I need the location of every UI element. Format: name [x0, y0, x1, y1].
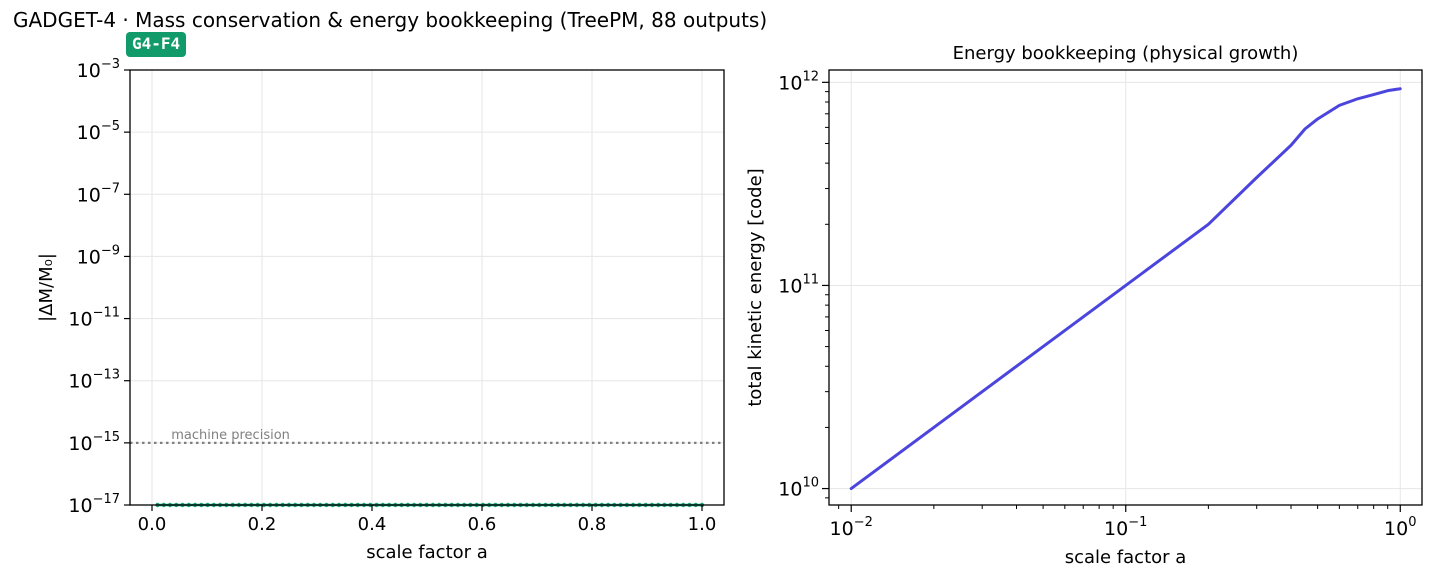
- energy-bookkeeping-panel: 10−2 10−1 100 1010 1011 1012 Energy bookkeepin…: [745, 43, 1423, 568]
- figure-badge: G4-F4: [126, 32, 187, 57]
- y-tick-label: 10−11: [68, 306, 120, 331]
- mass-conservation-panel: machine precision 0.0 0.2 0.4 0.6 0.8 1.0 10−17…: [36, 57, 725, 563]
- y-tick-label: 1011: [778, 272, 819, 297]
- y-axis-label: total kinetic energy [code]: [745, 168, 766, 406]
- y-tick-label: 10−9: [77, 243, 120, 268]
- y-tick-label: 10−3: [77, 57, 120, 82]
- x-tick-label: 10−1: [1104, 515, 1147, 540]
- y-tick-label: 10−5: [77, 119, 120, 144]
- kinetic-energy-line: [849, 87, 1402, 491]
- y-tick-label: 1010: [778, 476, 819, 501]
- x-tick-label: 0.0: [138, 514, 167, 535]
- y-tick-label: 10−17: [68, 492, 120, 517]
- x-tick-label: 1.0: [688, 514, 717, 535]
- x-axis-label: scale factor a: [1065, 547, 1187, 568]
- x-axis-label: scale factor a: [366, 542, 488, 563]
- machine-precision-label: machine precision: [171, 428, 290, 443]
- y-tick-label: 10−15: [68, 430, 120, 455]
- y-tick-label: 1012: [778, 69, 819, 94]
- x-tick-label: 0.6: [468, 514, 497, 535]
- x-tick-label: 100: [1384, 515, 1416, 540]
- x-tick-label: 0.4: [358, 514, 387, 535]
- x-tick-label: 0.8: [578, 514, 607, 535]
- y-tick-label: 10−7: [77, 181, 120, 206]
- y-axis-label: |ΔM/M₀|: [36, 253, 57, 322]
- x-tick-label: 10−2: [830, 515, 873, 540]
- figure-title: GADGET-4 · Mass conservation & energy bo…: [13, 8, 768, 32]
- x-tick-label: 0.2: [248, 514, 277, 535]
- right-panel-title: Energy bookkeeping (physical growth): [953, 43, 1299, 64]
- y-tick-label: 10−13: [68, 368, 120, 393]
- left-axes-frame: [129, 69, 725, 506]
